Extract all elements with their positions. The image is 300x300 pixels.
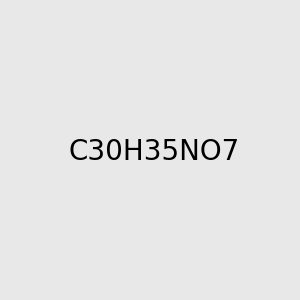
Text: C30H35NO7: C30H35NO7	[68, 137, 239, 166]
